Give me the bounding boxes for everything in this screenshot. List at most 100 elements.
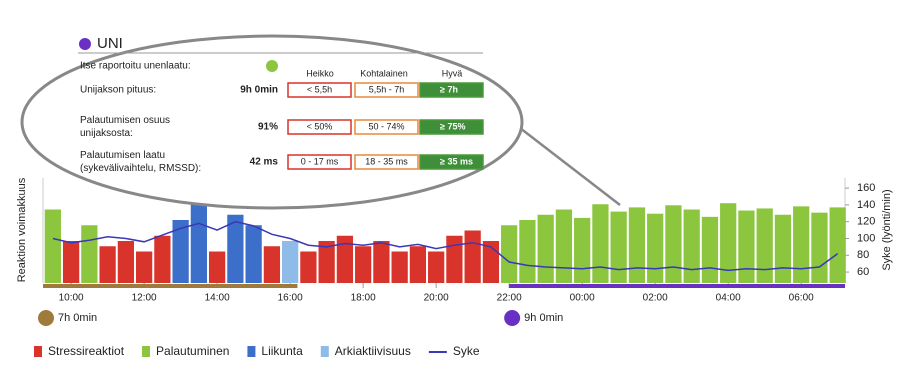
bar — [117, 241, 134, 283]
bar — [208, 251, 226, 283]
legend-label: Palautuminen — [156, 344, 229, 358]
bar — [756, 208, 773, 283]
legend-swatch — [142, 346, 151, 357]
row-value: 91% — [258, 122, 278, 133]
callout: UNI Itse raportoitu unenlaatu: Heikko Koh… — [20, 34, 621, 210]
period-label: 7h 0min — [58, 312, 97, 324]
period-bar — [509, 284, 845, 288]
bar — [44, 209, 61, 283]
legend-label: Liikunta — [261, 344, 303, 358]
y-axis-label: Reaktion voimakkuus — [16, 177, 28, 282]
range-cell — [419, 82, 484, 98]
bar — [628, 207, 646, 283]
bar — [190, 204, 207, 283]
bar — [519, 220, 536, 283]
bar — [738, 210, 755, 283]
legend-label: Arkiaktiivisuus — [335, 344, 411, 358]
y2-tick-label: 60 — [857, 266, 869, 278]
callout-pointer — [519, 127, 621, 206]
x-tick-label: 18:00 — [351, 293, 376, 304]
range-cell — [287, 82, 352, 98]
period-icon — [504, 310, 521, 326]
bar — [172, 220, 189, 283]
bar — [574, 217, 591, 283]
bar — [99, 246, 116, 283]
bar — [482, 241, 500, 283]
x-tick-label: 22:00 — [497, 293, 522, 304]
bar — [318, 241, 335, 283]
bar — [774, 214, 792, 283]
period-label: 9h 0min — [524, 312, 563, 324]
bar — [793, 206, 810, 283]
range-label: 0 - 17 ms — [301, 156, 339, 166]
bar — [135, 251, 153, 283]
bar — [227, 214, 244, 283]
range-label: ≥ 35 ms — [440, 156, 473, 166]
bar — [683, 209, 700, 283]
y2-tick-label: 80 — [857, 249, 869, 261]
range-label: < 50% — [307, 121, 333, 131]
bar — [355, 246, 372, 283]
period-bar — [43, 284, 298, 288]
legend-swatch — [320, 346, 329, 357]
range-label: < 5,5h — [307, 84, 332, 94]
heart-rate-line — [52, 220, 839, 272]
y2-tick-label: 160 — [857, 182, 875, 194]
row-label: Palautumisen osuus — [80, 115, 170, 126]
bar — [263, 246, 281, 283]
bar — [811, 212, 828, 283]
x-tick-label: 06:00 — [789, 293, 814, 304]
range-cell — [287, 154, 352, 170]
x-tick-label: 14:00 — [205, 293, 230, 304]
period-icon — [38, 310, 54, 326]
row-label: Unijakson pituus: — [80, 85, 156, 96]
bar — [555, 209, 573, 283]
smiley — [266, 60, 278, 72]
bar — [537, 214, 554, 283]
bar — [81, 225, 98, 283]
bar — [665, 205, 682, 283]
bar — [391, 251, 408, 283]
bar — [446, 235, 463, 283]
bar — [373, 241, 390, 283]
range-cell — [419, 119, 484, 135]
range-cell — [354, 119, 419, 135]
bar — [701, 216, 719, 283]
row-value: 9h 0min — [240, 85, 278, 96]
bar — [720, 203, 737, 283]
bar — [647, 213, 664, 283]
bar — [62, 241, 80, 283]
x-tick-label: 20:00 — [424, 293, 449, 304]
x-tick-label: 16:00 — [278, 293, 303, 304]
y2-tick-label: 140 — [857, 199, 875, 211]
y2-tick-label: 100 — [857, 232, 875, 244]
bar — [610, 211, 627, 283]
range-label: ≥ 7h — [440, 84, 458, 94]
bar — [245, 225, 262, 283]
bar — [829, 207, 846, 283]
range-label: 50 - 74% — [368, 121, 404, 131]
callout-title: UNI — [97, 35, 123, 52]
range-cell — [419, 154, 484, 170]
legend-label: Syke — [453, 344, 480, 358]
range-label: 5,5h - 7h — [369, 84, 405, 94]
column-header: Hyvä — [442, 68, 463, 78]
legend-swatch — [247, 346, 256, 357]
row-value: 42 ms — [250, 157, 279, 168]
range-cell — [287, 119, 352, 135]
x-tick-label: 10:00 — [59, 293, 84, 304]
row-label: unijaksosta: — [80, 128, 133, 139]
bar — [336, 235, 354, 283]
range-cell — [354, 154, 419, 170]
bar — [428, 251, 445, 283]
self-report-label: Itse raportoitu unenlaatu: — [80, 61, 191, 72]
bar — [464, 230, 481, 283]
x-tick-label: 12:00 — [132, 293, 157, 304]
range-label: 18 - 35 ms — [365, 156, 408, 166]
bar — [501, 225, 518, 283]
legend-label: Stressireaktiot — [48, 344, 125, 358]
x-tick-label: 00:00 — [570, 293, 595, 304]
range-cell — [354, 82, 419, 98]
row-label: Palautumisen laatu — [80, 150, 165, 161]
